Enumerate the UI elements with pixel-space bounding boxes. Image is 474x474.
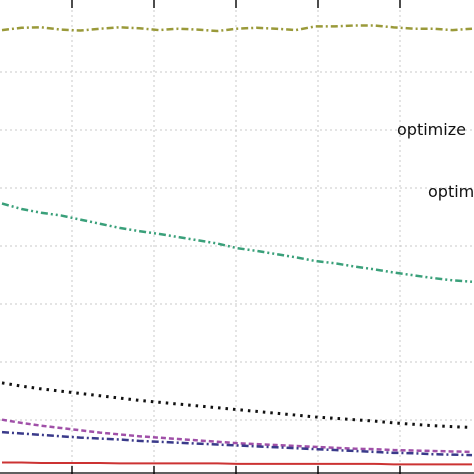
series-line-1 — [1, 202, 473, 283]
series-line-3 — [1, 418, 473, 454]
series-lines — [1, 24, 473, 466]
series-line-5 — [2, 461, 472, 466]
annotation-optimize: optimize — [397, 120, 466, 139]
series-line-0 — [1, 24, 473, 33]
annotation-optim: optim — [428, 182, 474, 201]
series-line-4 — [1, 430, 473, 457]
chart-annotations: optimize optim — [397, 120, 474, 201]
